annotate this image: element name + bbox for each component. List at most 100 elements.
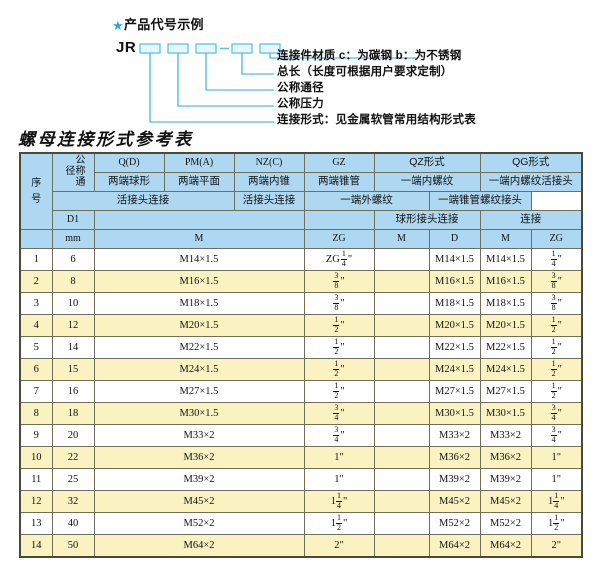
- header-code-qg: QG形式: [479, 152, 583, 173]
- cell-qg-m: M14×1.5: [479, 248, 532, 271]
- header-d1: D1: [51, 210, 95, 230]
- table-row: 7 16 M27×1.5 1 2 " M27×1.5 M27×1.5 1 2 ": [19, 380, 583, 403]
- cell-thread-m: M24×1.5: [93, 358, 305, 381]
- cell-dn: 14: [51, 336, 95, 359]
- header-conn3-qz: 球形接头连接: [373, 210, 481, 230]
- header-row-d1: D1 球形接头连接 连接: [20, 210, 583, 230]
- cell-qg-zg: 3 4 ": [530, 402, 583, 425]
- header-dn-text: 公称通径: [63, 154, 84, 188]
- cell-qz-m: [373, 248, 430, 271]
- cell-qg-zg: 1": [530, 446, 583, 469]
- cell-gz-zg: 3 8 ": [303, 270, 375, 293]
- header-dn: 公称通径: [51, 152, 95, 192]
- header-unit-zg-gz: ZG: [303, 229, 375, 249]
- cell-qg-m: M22×1.5: [479, 336, 532, 359]
- table-title: 螺母连接形式参考表: [18, 130, 194, 149]
- cell-qg-m: M33×2: [479, 424, 532, 447]
- cell-qg-m: M27×1.5: [479, 380, 532, 403]
- cell-dn: 22: [51, 446, 95, 469]
- cell-seq: 1: [19, 248, 53, 271]
- header-endtype-qg: 一端内螺纹活接头: [479, 172, 583, 192]
- header-seq-line1: 序: [31, 178, 42, 189]
- diagram-label-diameter: 公称通径: [277, 82, 324, 94]
- cell-qg-zg: 1": [530, 468, 583, 491]
- header-conn-qz: 一端外螺纹: [303, 191, 430, 211]
- cell-dn: 20: [51, 424, 95, 447]
- cell-qg-zg: 1 2 ": [530, 380, 583, 403]
- diagram-label-length: 总长（长度可根据用户要求定制）: [277, 66, 453, 78]
- cell-qg-m: M30×1.5: [479, 402, 532, 425]
- cell-thread-m: M22×1.5: [93, 336, 305, 359]
- table-row: 4 12 M20×1.5 1 2 " M20×1.5 M20×1.5 1 2 ": [19, 314, 583, 337]
- cell-gz-zg: 1 2 ": [303, 336, 375, 359]
- cell-thread-m: M33×2: [93, 424, 305, 447]
- cell-gz-zg: 1 2 ": [303, 314, 375, 337]
- table-row: 9 20 M33×2 3 4 " M33×2 M33×2 3 4 ": [19, 424, 583, 447]
- cell-thread-m: M45×2: [93, 490, 305, 513]
- nut-connection-spec-table: 序 号 公称通径 Q(D) PM(A) NZ(C) GZ QZ形式 QG形式 两…: [19, 152, 583, 558]
- cell-qz-d: M18×1.5: [428, 292, 481, 315]
- cell-qz-m: [373, 468, 430, 491]
- cell-thread-m: M64×2: [93, 534, 305, 558]
- cell-qz-m: [373, 402, 430, 425]
- cell-seq: 3: [19, 292, 53, 315]
- cell-thread-m: M16×1.5: [93, 270, 305, 293]
- cell-seq: 5: [19, 336, 53, 359]
- cell-dn: 6: [51, 248, 95, 271]
- header-conn-gz: 活接头连接: [233, 191, 305, 211]
- header-unit-m-merged: M: [93, 229, 305, 249]
- cell-qg-zg: 1 4 ": [530, 248, 583, 271]
- table-row: 6 15 M24×1.5 1 2 " M24×1.5 M24×1.5 1 2 ": [19, 358, 583, 381]
- diagram-heading: 产品代号示例: [124, 17, 204, 32]
- cell-thread-m: M36×2: [93, 446, 305, 469]
- cell-gz-zg: 1 1 2 ": [303, 512, 375, 535]
- header-endtype-pma: 两端平面: [163, 172, 235, 192]
- header-row-units: mm M ZG M D M ZG: [19, 229, 583, 249]
- header-endtype-gz: 两端锥管: [303, 172, 375, 192]
- table-row: 5 14 M22×1.5 1 2 " M22×1.5 M22×1.5 1 2 ": [19, 336, 583, 359]
- table-row: 10 22 M36×2 1" M36×2 M36×2 1": [19, 446, 583, 469]
- cell-qz-m: [373, 490, 430, 513]
- cell-dn: 12: [51, 314, 95, 337]
- header-code-pma: PM(A): [163, 152, 235, 173]
- cell-qg-zg: 3 8 ": [530, 292, 583, 315]
- header-unit-qz-m: M: [373, 229, 430, 249]
- header-code-qd: Q(D): [93, 152, 165, 173]
- cell-qz-d: M22×1.5: [428, 336, 481, 359]
- cell-seq: 13: [19, 512, 53, 535]
- cell-dn: 8: [51, 270, 95, 293]
- cell-gz-zg: 2": [303, 534, 375, 558]
- table-row: 13 40 M52×2 1 1 2 " M52×2 M52×2 1 1 2 ": [19, 512, 583, 535]
- cell-dn: 32: [51, 490, 95, 513]
- table-row: 14 50 M64×2 2" M64×2 M64×2 2": [19, 534, 583, 558]
- cell-seq: 4: [19, 314, 53, 337]
- cell-gz-zg: ZG 1 4 ": [303, 248, 375, 271]
- header-row-connection: 活接头连接 活接头连接 一端外螺纹 一端锥管螺纹接头: [20, 191, 582, 211]
- cell-qz-m: [373, 534, 430, 558]
- code-box-group: [139, 43, 281, 54]
- header-row-endtype: 两端球形 两端平面 两端内锥 两端锥管 一端内螺纹 一端内螺纹活接头: [20, 172, 583, 192]
- table-row: 2 8 M16×1.5 3 8 " M16×1.5 M16×1.5 3 8 ": [19, 270, 583, 293]
- cell-seq: 10: [19, 446, 53, 469]
- header-endtype-qz: 一端内螺纹: [373, 172, 481, 192]
- cell-qg-zg: 1 2 ": [530, 358, 583, 381]
- cell-qg-zg: 1 2 ": [530, 336, 583, 359]
- cell-qg-zg: 1 1 2 ": [530, 512, 583, 535]
- cell-gz-zg: 1": [303, 446, 375, 469]
- cell-qg-m: M45×2: [479, 490, 532, 513]
- cell-gz-zg: 3 4 ": [303, 402, 375, 425]
- table-row: 3 10 M18×1.5 3 8 " M18×1.5 M18×1.5 3 8 ": [19, 292, 583, 315]
- cell-thread-m: M18×1.5: [93, 292, 305, 315]
- table-row: 8 18 M30×1.5 3 4 " M30×1.5 M30×1.5 3 4 ": [19, 402, 583, 425]
- cell-qz-m: [373, 512, 430, 535]
- cell-gz-zg: 1 2 ": [303, 358, 375, 381]
- product-code-diagram: ★ 产品代号示例 JR 连接件材质 c：为碳钢 b：为不锈钢 总长（长度可根据用…: [0, 0, 600, 128]
- cell-qg-m: M24×1.5: [479, 358, 532, 381]
- cell-qz-d: M64×2: [428, 534, 481, 558]
- cell-qz-m: [373, 292, 430, 315]
- cell-qg-m: M36×2: [479, 446, 532, 469]
- cell-qz-m: [373, 358, 430, 381]
- code-prefix: JR: [116, 39, 137, 56]
- header-unit-qg-m: M: [479, 229, 532, 249]
- header-code-qz: QZ形式: [373, 152, 481, 173]
